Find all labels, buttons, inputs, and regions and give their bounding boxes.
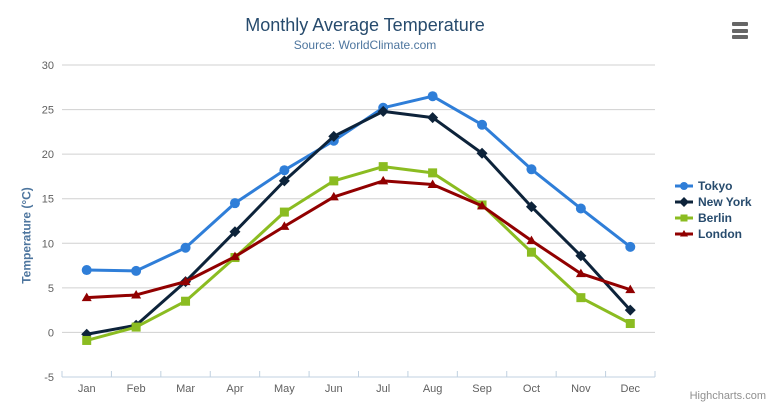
data-point-new-york-jul[interactable]	[377, 105, 389, 117]
y-axis-labels: -5 0 5 10 15 20 25 30	[42, 60, 54, 384]
data-point-london-nov[interactable]	[575, 268, 586, 278]
x-tick-label: Apr	[226, 383, 243, 395]
y-tick-label: 30	[42, 60, 54, 72]
x-tick-label: Sep	[472, 383, 492, 395]
legend: Tokyo New York Berlin London	[674, 178, 752, 242]
legend-label: New York	[698, 195, 752, 209]
y-tick-label: 20	[42, 149, 54, 161]
data-point-tokyo-oct[interactable]	[526, 164, 537, 175]
x-tick-label: Jan	[78, 383, 96, 395]
data-point-berlin-may[interactable]	[279, 207, 289, 217]
data-point-berlin-nov[interactable]	[576, 293, 586, 303]
y-tick-label: 15	[42, 194, 54, 206]
data-point-berlin-jun[interactable]	[329, 176, 339, 186]
data-point-new-york-may[interactable]	[278, 175, 290, 187]
series-line-new-york	[85, 109, 632, 336]
data-point-london-aug[interactable]	[427, 179, 438, 188]
data-point-london-sep[interactable]	[477, 200, 488, 210]
x-axis-labels: Jan Feb Mar Apr May Jun Jul Aug Sep Oct Nov Dec	[78, 383, 641, 395]
data-point-berlin-aug[interactable]	[428, 168, 438, 178]
data-point-tokyo-jan[interactable]	[81, 265, 92, 276]
data-point-berlin-dec[interactable]	[625, 319, 635, 329]
data-point-new-york-oct[interactable]	[525, 201, 537, 213]
data-point-london-feb[interactable]	[131, 289, 142, 299]
data-point-new-york-sep[interactable]	[476, 147, 488, 159]
data-point-new-york-aug[interactable]	[427, 112, 439, 124]
data-point-tokyo-aug[interactable]	[427, 91, 438, 102]
legend-label: London	[698, 227, 742, 241]
legend-item-tokyo[interactable]: Tokyo	[674, 178, 752, 194]
y-tick-label: 25	[42, 105, 54, 117]
x-tick-label: Aug	[423, 383, 443, 395]
data-point-tokyo-mar[interactable]	[180, 242, 191, 253]
circle-marker-icon	[675, 182, 693, 190]
export-menu-button[interactable]	[732, 22, 748, 39]
data-point-tokyo-sep[interactable]	[477, 119, 488, 130]
series-line-london	[85, 179, 632, 300]
legend-item-new-york[interactable]: New York	[674, 194, 752, 210]
data-point-london-dec[interactable]	[625, 284, 636, 294]
data-point-london-oct[interactable]	[526, 235, 537, 245]
series-new-york	[81, 105, 636, 340]
legend-item-berlin[interactable]: Berlin	[674, 210, 752, 226]
legend-marker-berlin	[680, 214, 688, 222]
diamond-marker-icon	[675, 197, 693, 207]
chart-subtitle: Source: WorldClimate.com	[293, 38, 437, 52]
data-point-london-jun[interactable]	[328, 191, 339, 201]
series-line-berlin	[85, 165, 632, 342]
legend-marker-london	[680, 230, 688, 237]
data-point-london-apr[interactable]	[229, 251, 240, 261]
data-point-berlin-jan[interactable]	[82, 335, 92, 345]
data-point-london-jul[interactable]	[378, 175, 389, 185]
x-tick-label: Jun	[325, 383, 343, 395]
x-tick-label: Dec	[621, 383, 641, 395]
x-axis	[61, 371, 656, 378]
data-point-london-may[interactable]	[279, 221, 290, 230]
legend-marker-tokyo	[680, 182, 688, 190]
data-point-london-jan[interactable]	[81, 292, 92, 302]
data-point-new-york-apr[interactable]	[229, 226, 241, 238]
data-point-tokyo-dec[interactable]	[625, 241, 636, 252]
legend-label: Tokyo	[698, 179, 733, 193]
credits-link[interactable]: Highcharts.com	[689, 390, 766, 402]
data-point-tokyo-may[interactable]	[279, 165, 290, 176]
square-marker-icon	[675, 214, 693, 222]
data-point-berlin-mar[interactable]	[181, 296, 191, 306]
data-point-berlin-jul[interactable]	[378, 162, 388, 172]
series-tokyo	[81, 91, 636, 276]
x-tick-label: Mar	[176, 383, 195, 395]
legend-item-london[interactable]: London	[674, 226, 752, 242]
chart-title: Monthly Average Temperature	[245, 15, 485, 35]
y-tick-label: 5	[48, 283, 54, 295]
triangle-marker-icon	[675, 230, 693, 237]
legend-label: Berlin	[698, 211, 733, 225]
data-point-tokyo-nov[interactable]	[575, 203, 586, 214]
data-point-new-york-jun[interactable]	[328, 130, 340, 142]
x-tick-label: Oct	[523, 383, 540, 395]
data-point-london-mar[interactable]	[180, 276, 191, 286]
data-point-tokyo-feb[interactable]	[131, 265, 142, 276]
series-london	[81, 175, 636, 302]
y-tick-label: -5	[44, 372, 54, 384]
gridlines	[62, 64, 655, 378]
data-point-berlin-oct[interactable]	[526, 247, 536, 257]
y-tick-label: 10	[42, 238, 54, 250]
x-tick-label: Feb	[127, 383, 146, 395]
x-tick-label: Jul	[376, 383, 390, 395]
legend-marker-new-york	[679, 197, 689, 207]
y-tick-label: 0	[48, 327, 54, 339]
hamburger-icon	[732, 22, 748, 39]
data-point-new-york-dec[interactable]	[624, 304, 636, 316]
data-point-berlin-feb[interactable]	[131, 322, 141, 332]
data-point-tokyo-apr[interactable]	[229, 198, 240, 209]
x-tick-label: May	[274, 383, 295, 395]
data-point-new-york-nov[interactable]	[575, 250, 587, 262]
x-tick-label: Nov	[571, 383, 591, 395]
